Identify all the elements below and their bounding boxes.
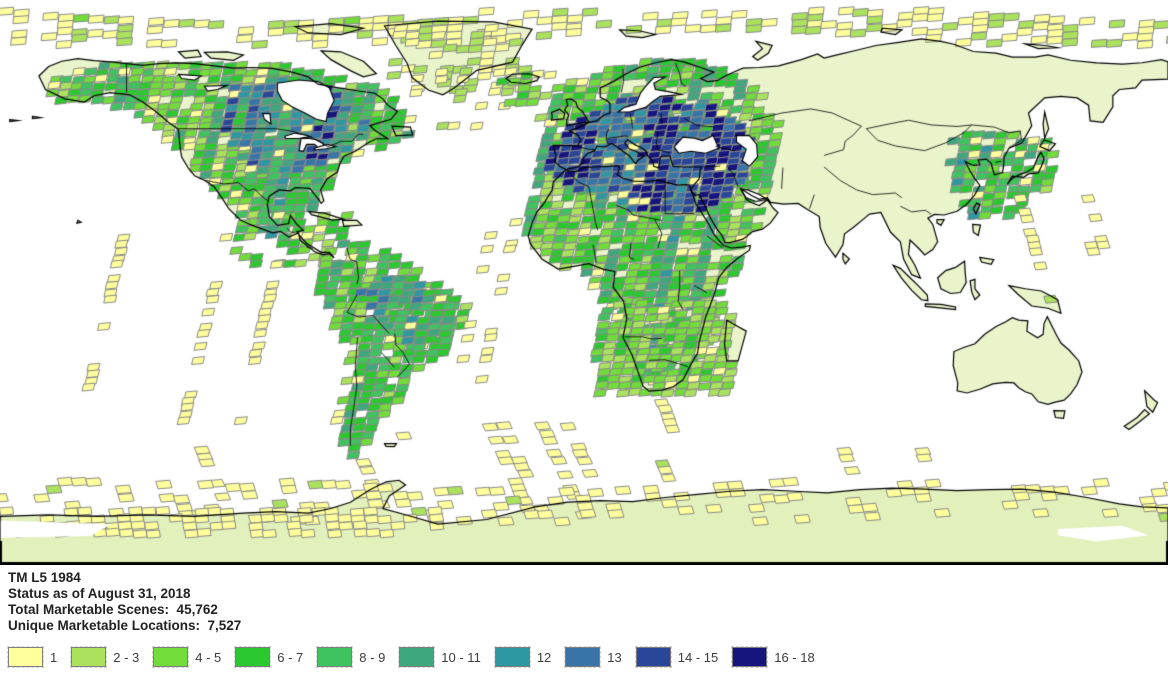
legend-swatch xyxy=(234,646,272,668)
legend-swatch xyxy=(634,646,672,668)
legend-item: 12 xyxy=(493,646,565,668)
legend-item: 2 - 3 xyxy=(70,646,153,668)
legend-swatch xyxy=(398,646,436,668)
status-line: Status as of August 31, 2018 xyxy=(8,586,191,601)
legend-swatch xyxy=(70,646,108,668)
legend-label: 1 xyxy=(50,649,58,665)
legend-item: 13 xyxy=(564,646,635,668)
legend-label: 10 - 11 xyxy=(441,649,481,665)
legend-swatch xyxy=(7,646,44,668)
legend-swatch xyxy=(316,646,354,668)
legend-item: 14 - 15 xyxy=(634,646,732,668)
unique-locations-line: Unique Marketable Locations: 7,527 xyxy=(8,618,242,633)
legend-label: 13 xyxy=(607,649,622,665)
legend-item: 6 - 7 xyxy=(234,646,317,668)
legend-label: 6 - 7 xyxy=(277,649,304,665)
legend-swatch xyxy=(731,646,769,668)
legend-item: 1 xyxy=(7,646,71,668)
title-block: TM L5 1984 Status as of August 31, 2018 … xyxy=(0,565,1168,634)
legend-swatch xyxy=(152,646,190,668)
legend-item: 4 - 5 xyxy=(152,646,235,668)
legend-label: 8 - 9 xyxy=(359,649,386,665)
legend: 1 2 - 3 4 - 5 6 - 7 8 - 9 10 - 11 12 13 14 - 15 1… xyxy=(0,646,1168,668)
legend-label: 16 - 18 xyxy=(774,649,815,665)
total-scenes-line: Total Marketable Scenes: 45,762 xyxy=(8,602,218,617)
landsat-coverage-map-page: TM L5 1984 Status as of August 31, 2018 … xyxy=(0,0,1168,668)
legend-label: 14 - 15 xyxy=(677,649,719,665)
world-coverage-map xyxy=(0,0,1168,565)
legend-item: 16 - 18 xyxy=(731,646,828,668)
legend-swatch xyxy=(493,646,531,668)
legend-item: 8 - 9 xyxy=(316,646,399,668)
legend-label: 12 xyxy=(536,649,552,665)
legend-item: 10 - 11 xyxy=(398,646,495,668)
legend-swatch xyxy=(564,646,602,668)
map-title: TM L5 1984 xyxy=(8,570,81,585)
legend-label: 4 - 5 xyxy=(195,649,222,665)
legend-label: 2 - 3 xyxy=(113,649,140,665)
